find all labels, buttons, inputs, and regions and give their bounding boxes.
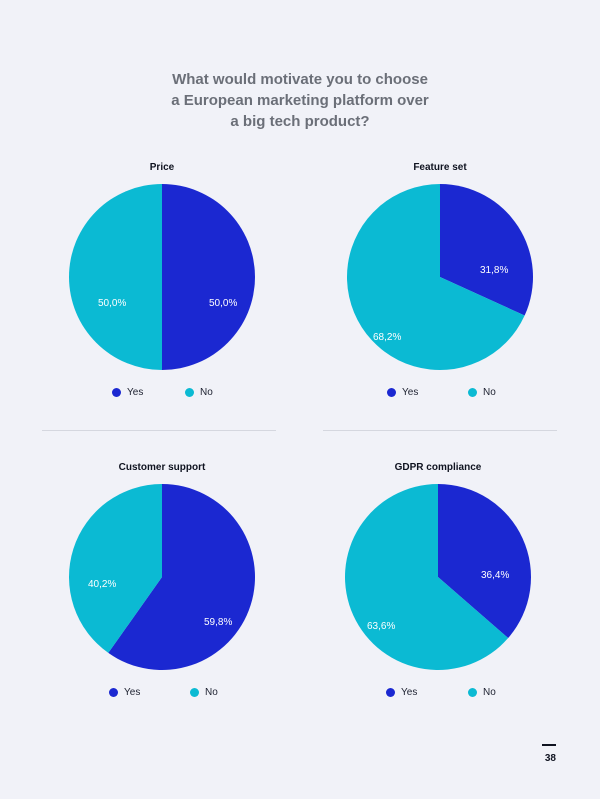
pie-chart-customer-support: Customer support 40,2% 59,8% Yes No — [42, 462, 282, 722]
slice-label-yes: 36,4% — [481, 570, 509, 581]
slice-label-no: 40,2% — [88, 579, 116, 590]
divider — [42, 430, 276, 431]
pie-slice-yes — [438, 484, 532, 639]
slice-label-yes: 31,8% — [480, 265, 508, 276]
chart-title: Customer support — [118, 462, 206, 473]
chart-title: Feature set — [413, 162, 467, 173]
legend-swatch-yes — [112, 388, 121, 397]
legend-item-no: No — [185, 387, 213, 398]
pie-slice-no — [69, 184, 162, 370]
legend-item-no: No — [190, 687, 218, 698]
pie-slice-yes — [440, 184, 534, 316]
pie-slice-yes — [108, 484, 256, 670]
pie-gdpr-compliance: 36,4% 63,6% — [345, 484, 532, 670]
legend-label-no: No — [483, 387, 496, 398]
legend-item-no: No — [468, 387, 496, 398]
legend-swatch-yes — [387, 388, 396, 397]
pie-chart-feature-set: Feature set 31,8% 68,2% Yes No — [320, 162, 560, 422]
page-number: 38 — [544, 753, 556, 764]
legend-swatch-no — [468, 388, 477, 397]
pie-slice-no — [347, 184, 525, 370]
legend-swatch-no — [190, 688, 199, 697]
page-number-rule — [542, 744, 556, 746]
legend-item-yes: Yes — [386, 687, 417, 698]
legend-label-yes: Yes — [124, 687, 141, 698]
title-line: a European marketing platform over — [171, 92, 429, 109]
page-title: What would motivate you to choose a Euro… — [150, 69, 450, 132]
slice-label-no: 50,0% — [98, 298, 126, 309]
slice-label-yes: 50,0% — [209, 298, 237, 309]
pie-slice-no — [345, 484, 509, 670]
legend-label-yes: Yes — [127, 387, 144, 398]
legend-swatch-no — [185, 388, 194, 397]
legend-item-yes: Yes — [387, 387, 418, 398]
divider — [323, 430, 557, 431]
chart-title: GDPR compliance — [394, 462, 482, 473]
pie-customer-support: 40,2% 59,8% — [69, 484, 256, 670]
chart-title: Price — [149, 162, 175, 173]
title-line: a big tech product? — [230, 113, 370, 130]
slice-label-no: 63,6% — [367, 621, 395, 632]
legend-item-yes: Yes — [112, 387, 143, 398]
legend-swatch-yes — [109, 688, 118, 697]
legend-label-no: No — [483, 687, 496, 698]
title-line: What would motivate you to choose — [172, 71, 428, 88]
slice-label-no: 68,2% — [373, 332, 401, 343]
pie-chart-gdpr-compliance: GDPR compliance 36,4% 63,6% Yes No — [318, 462, 558, 722]
pie-chart-price: Price 50,0% 50,0% Yes No — [42, 162, 282, 422]
legend-label-no: No — [200, 387, 213, 398]
legend: Yes No — [320, 387, 560, 401]
legend: Yes No — [318, 687, 558, 701]
pie-price: 50,0% 50,0% — [69, 184, 255, 370]
legend-swatch-yes — [386, 688, 395, 697]
legend-item-yes: Yes — [109, 687, 140, 698]
legend-swatch-no — [468, 688, 477, 697]
legend: Yes No — [42, 687, 282, 701]
slice-label-yes: 59,8% — [204, 617, 232, 628]
legend-label-yes: Yes — [401, 687, 418, 698]
legend-label-yes: Yes — [402, 387, 419, 398]
pie-feature-set: 31,8% 68,2% — [347, 184, 534, 370]
pie-slice-yes — [162, 184, 255, 370]
legend-item-no: No — [468, 687, 496, 698]
legend: Yes No — [42, 387, 282, 401]
pie-slice-no — [69, 484, 162, 653]
legend-label-no: No — [205, 687, 218, 698]
